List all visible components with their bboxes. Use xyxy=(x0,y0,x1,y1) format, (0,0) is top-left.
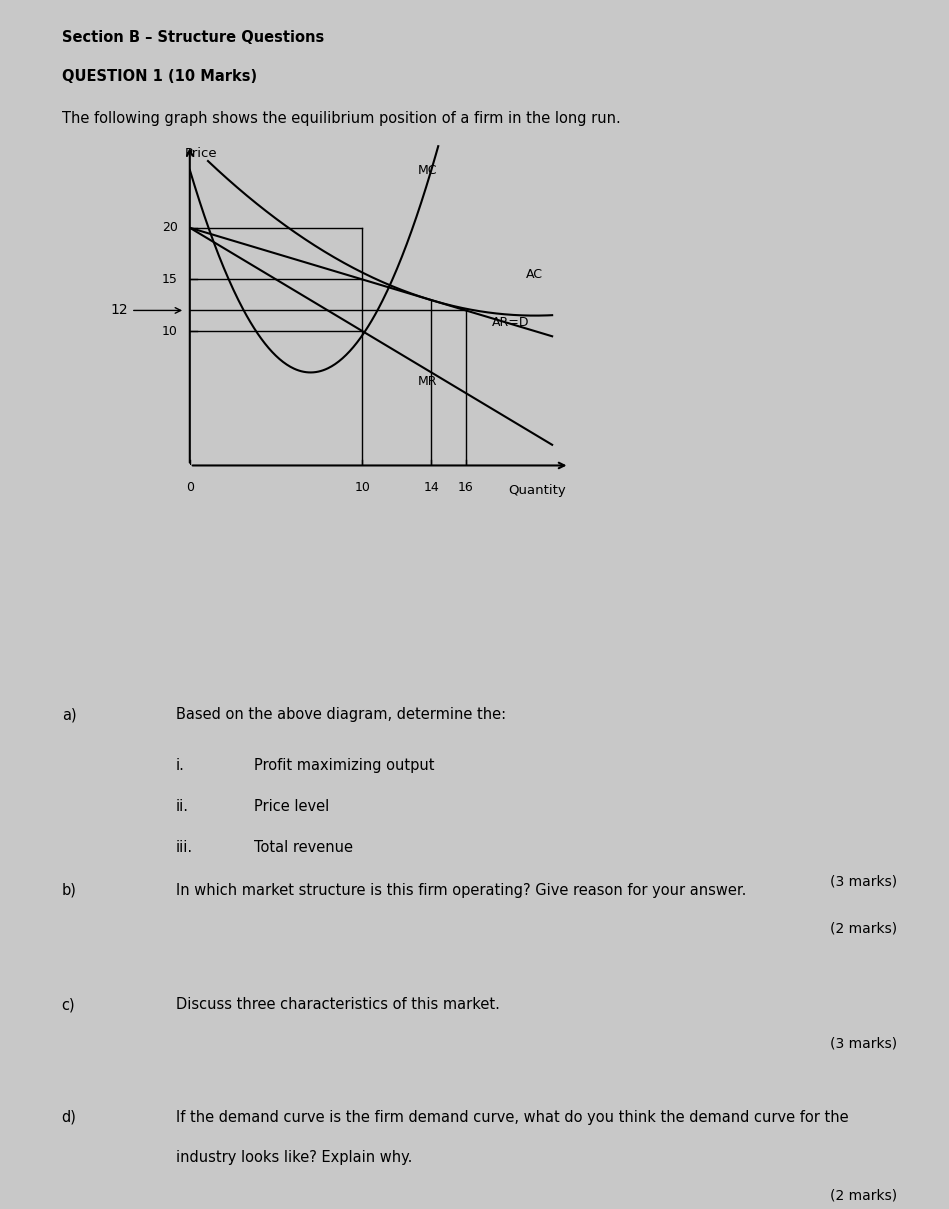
Text: Section B – Structure Questions: Section B – Structure Questions xyxy=(62,30,324,45)
Text: industry looks like? Explain why.: industry looks like? Explain why. xyxy=(176,1150,412,1164)
Text: In which market structure is this firm operating? Give reason for your answer.: In which market structure is this firm o… xyxy=(176,883,746,897)
Text: iii.: iii. xyxy=(176,840,193,855)
Text: Profit maximizing output: Profit maximizing output xyxy=(254,758,435,773)
Text: Based on the above diagram, determine the:: Based on the above diagram, determine th… xyxy=(176,707,506,722)
Text: Total revenue: Total revenue xyxy=(254,840,353,855)
Text: 14: 14 xyxy=(423,481,439,494)
Text: 20: 20 xyxy=(162,221,177,235)
Text: Price: Price xyxy=(185,147,217,160)
Text: (2 marks): (2 marks) xyxy=(829,1188,897,1203)
Text: AR=D: AR=D xyxy=(492,316,530,329)
Text: ii.: ii. xyxy=(176,799,189,814)
Text: MC: MC xyxy=(419,164,437,178)
Text: 16: 16 xyxy=(458,481,474,494)
Text: 12: 12 xyxy=(110,303,180,318)
Text: MR: MR xyxy=(418,375,437,388)
Text: (3 marks): (3 marks) xyxy=(829,874,897,889)
Text: (3 marks): (3 marks) xyxy=(829,1036,897,1051)
Text: c): c) xyxy=(62,997,75,1012)
Text: AC: AC xyxy=(527,267,543,280)
Text: b): b) xyxy=(62,883,77,897)
Text: 0: 0 xyxy=(186,481,194,494)
Text: i.: i. xyxy=(176,758,184,773)
Text: 10: 10 xyxy=(162,324,177,337)
Text: (2 marks): (2 marks) xyxy=(829,921,897,936)
Text: QUESTION 1 (10 Marks): QUESTION 1 (10 Marks) xyxy=(62,69,257,83)
Text: 15: 15 xyxy=(162,273,177,287)
Text: Quantity: Quantity xyxy=(509,484,566,497)
Text: If the demand curve is the firm demand curve, what do you think the demand curve: If the demand curve is the firm demand c… xyxy=(176,1110,848,1124)
Text: a): a) xyxy=(62,707,76,722)
Text: d): d) xyxy=(62,1110,77,1124)
Text: The following graph shows the equilibrium position of a firm in the long run.: The following graph shows the equilibriu… xyxy=(62,111,621,126)
Text: Price level: Price level xyxy=(254,799,329,814)
Text: 10: 10 xyxy=(354,481,370,494)
Text: Discuss three characteristics of this market.: Discuss three characteristics of this ma… xyxy=(176,997,499,1012)
